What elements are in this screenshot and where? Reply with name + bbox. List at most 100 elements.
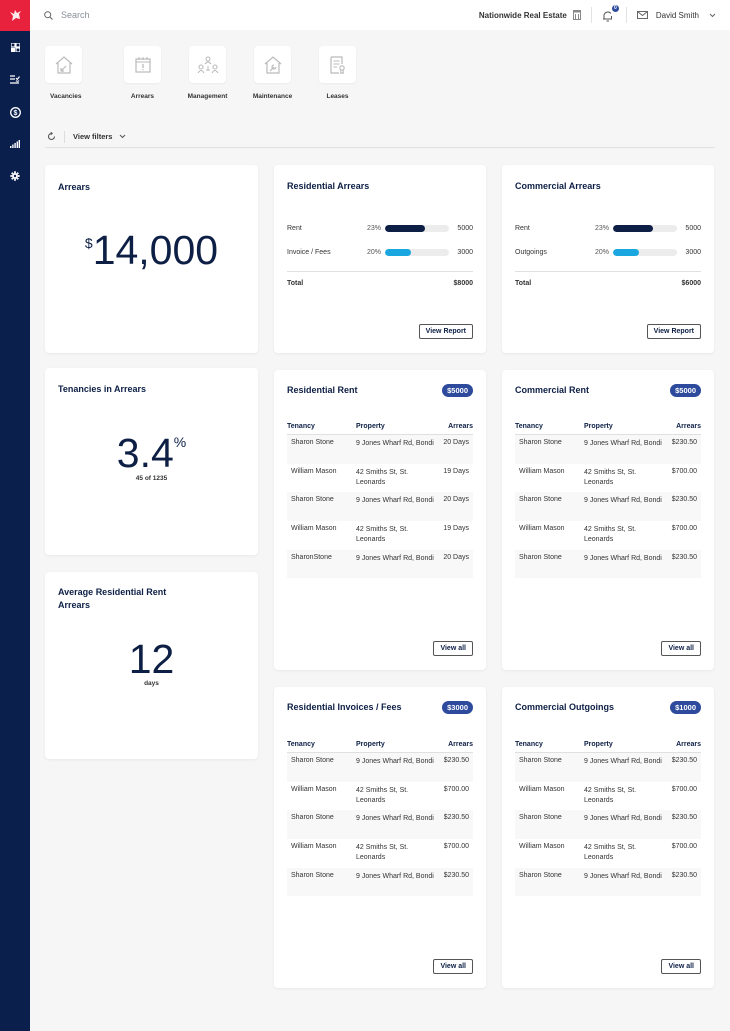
- app-logo[interactable]: [0, 0, 30, 31]
- percent-symbol: %: [173, 434, 187, 450]
- table-row[interactable]: William Mason 42 Smiths St, St. Leonards 1…: [291, 467, 469, 486]
- arrears-table: Tenancy Property Arrears Sharon Stone 9 J…: [287, 737, 473, 897]
- table-row[interactable]: William Mason 42 Smiths St, St. Leonards $…: [519, 525, 697, 544]
- table-row[interactable]: William Mason 42 Smiths St, St. Leonards $…: [519, 785, 697, 804]
- chevron-down-icon[interactable]: [709, 13, 716, 18]
- arrears-table: Tenancy Property Arrears Sharon Stone 9 J…: [287, 419, 473, 579]
- svg-text:$: $: [13, 110, 17, 117]
- table-header: Tenancy Property Arrears: [287, 419, 473, 435]
- document-certificate-icon: [329, 55, 345, 74]
- table-row[interactable]: Sharon Stone 9 Jones Wharf Rd, Bondi $230.…: [515, 810, 701, 840]
- quicklink-tile[interactable]: [319, 46, 356, 83]
- table-row[interactable]: Sharon Stone 9 Jones Wharf Rd, Bondi 20 Da…: [287, 435, 473, 464]
- quicklink-label: Maintenance: [252, 93, 293, 100]
- quicklink-label: Vacancies: [50, 93, 82, 100]
- quicklink-management[interactable]: Management: [175, 46, 240, 100]
- arrears-row-outgoings: Outgoings 20% 3000: [515, 248, 701, 256]
- quicklink-tile[interactable]: [124, 46, 161, 83]
- card-title: Residential Rent: [287, 385, 358, 395]
- table-row[interactable]: Sharon Stone 9 Jones Wharf Rd, Bondi $230.…: [515, 435, 701, 464]
- logo-icon: [10, 9, 21, 21]
- quicklink-vacancies[interactable]: Vacancies: [45, 46, 110, 100]
- building-icon[interactable]: [572, 10, 581, 20]
- quicklink-tile[interactable]: [189, 46, 226, 83]
- table-row[interactable]: SharonStone 9 Jones Wharf Rd, Bondi 20 Day…: [287, 549, 473, 579]
- table-row[interactable]: William Mason 42 Smiths St, St. Leonards $…: [519, 843, 697, 862]
- card-title: Residential Arrears: [287, 181, 370, 191]
- table-row[interactable]: William Mason 42 Smiths St, St. Leonards 1…: [291, 525, 469, 544]
- table-row[interactable]: Sharon Stone 9 Jones Wharf Rd, Bondi $230.…: [287, 810, 473, 840]
- quicklink-tile[interactable]: [45, 46, 82, 83]
- residential-arrears-card: Residential Arrears Rent 23% 5000 Invoic…: [274, 165, 486, 353]
- table-row[interactable]: Sharon Stone 9 Jones Wharf Rd, Bondi $230.…: [287, 753, 473, 782]
- table-row[interactable]: Sharon Stone 9 Jones Wharf Rd, Bondi $230.…: [515, 867, 701, 897]
- days-unit: days: [144, 680, 159, 687]
- house-vacancy-icon: [55, 55, 72, 74]
- card-title: Commercial Outgoings: [515, 702, 615, 712]
- search-box[interactable]: Search: [44, 10, 479, 20]
- currency-symbol: $: [84, 235, 93, 251]
- progress-bar: [613, 248, 677, 256]
- table-row[interactable]: Sharon Stone 9 Jones Wharf Rd, Bondi $230.…: [515, 549, 701, 579]
- quicklink-leases[interactable]: Leases: [305, 46, 370, 100]
- quicklink-label: Arrears: [130, 93, 155, 100]
- table-header: Tenancy Property Arrears: [515, 737, 701, 753]
- arrears-row-rent: Rent 23% 5000: [287, 224, 473, 232]
- progress-bar: [613, 224, 677, 232]
- progress-bar: [385, 224, 449, 232]
- card-title: Residential Invoices / Fees: [287, 702, 402, 712]
- view-all-button[interactable]: View all: [433, 641, 473, 656]
- calendar-alert-icon: [134, 57, 151, 73]
- divider: [590, 7, 592, 23]
- table-row[interactable]: William Mason 42 Smiths St, St. Leonards $…: [291, 785, 469, 804]
- search-input[interactable]: Search: [61, 10, 90, 20]
- view-filters-button[interactable]: View filters: [73, 132, 113, 141]
- table-row[interactable]: Sharon Stone 9 Jones Wharf Rd, Bondi $230.…: [287, 867, 473, 897]
- divider: [625, 7, 627, 23]
- settings-icon: [10, 171, 20, 181]
- commercial-outgoings-card: Commercial Outgoings $1000 Tenancy Prope…: [502, 687, 714, 988]
- user-name[interactable]: David Smith: [655, 10, 699, 20]
- table-row[interactable]: Sharon Stone 9 Jones Wharf Rd, Bondi $230.…: [515, 753, 701, 782]
- quicklink-label: Management: [187, 93, 228, 100]
- sidebar-item-settings[interactable]: [0, 160, 30, 192]
- view-all-button[interactable]: View all: [433, 959, 473, 974]
- notifications-button[interactable]: 0: [602, 5, 619, 22]
- view-report-button[interactable]: View Report: [646, 324, 701, 339]
- table-row[interactable]: Sharon Stone 9 Jones Wharf Rd, Bondi $230.…: [515, 492, 701, 522]
- table-row[interactable]: William Mason 42 Smiths St, St. Leonards $…: [519, 467, 697, 486]
- quicklink-arrears[interactable]: Arrears: [110, 46, 175, 100]
- arrears-table: Tenancy Property Arrears Sharon Stone 9 J…: [515, 737, 701, 897]
- view-report-button[interactable]: View Report: [418, 324, 473, 339]
- commercial-arrears-card: Commercial Arrears Rent 23% 5000 Outgoin…: [502, 165, 714, 353]
- top-bar: Search Nationwide Real Estate 0 David Sm…: [30, 0, 730, 30]
- dashboard-icon: [10, 43, 20, 52]
- chevron-down-icon[interactable]: [119, 134, 126, 139]
- tenancies-in-arrears-card: Tenancies in Arrears 3.4% 45 of 1235: [45, 368, 258, 555]
- table-header: Tenancy Property Arrears: [287, 737, 473, 753]
- residential-invoices-card: Residential Invoices / Fees $3000 Tenanc…: [274, 687, 486, 988]
- sidebar-item-finance[interactable]: $: [0, 96, 30, 128]
- residential-rent-card: Residential Rent $5000 Tenancy Property …: [274, 370, 486, 670]
- sidebar-item-tasks[interactable]: [0, 63, 30, 96]
- quicklink-label: Leases: [326, 93, 349, 100]
- quicklink-maintenance[interactable]: Maintenance: [240, 46, 305, 100]
- view-all-button[interactable]: View all: [661, 959, 701, 974]
- sidebar-item-reports[interactable]: [0, 128, 30, 160]
- company-name[interactable]: Nationwide Real Estate: [478, 10, 567, 20]
- view-all-button[interactable]: View all: [661, 641, 701, 656]
- card-title: Commercial Rent: [515, 385, 590, 395]
- table-row[interactable]: William Mason 42 Smiths St, St. Leonards $…: [291, 843, 469, 862]
- refresh-icon[interactable]: [47, 132, 56, 141]
- amount-badge: $5000: [670, 384, 701, 397]
- tenancies-count: 45 of 1235: [135, 475, 168, 482]
- dollar-icon: $: [9, 106, 21, 118]
- table-row[interactable]: Sharon Stone 9 Jones Wharf Rd, Bondi 20 Da…: [287, 492, 473, 522]
- total-row: Total $8000: [287, 280, 473, 287]
- tasks-icon: [10, 75, 20, 84]
- sidebar-item-dashboard[interactable]: [0, 32, 30, 63]
- quicklink-tile[interactable]: [254, 46, 291, 83]
- mail-icon[interactable]: [636, 11, 648, 19]
- house-wrench-icon: [264, 55, 281, 74]
- average-rent-arrears-card: Average Residential Rent Arrears 12 days: [45, 572, 258, 759]
